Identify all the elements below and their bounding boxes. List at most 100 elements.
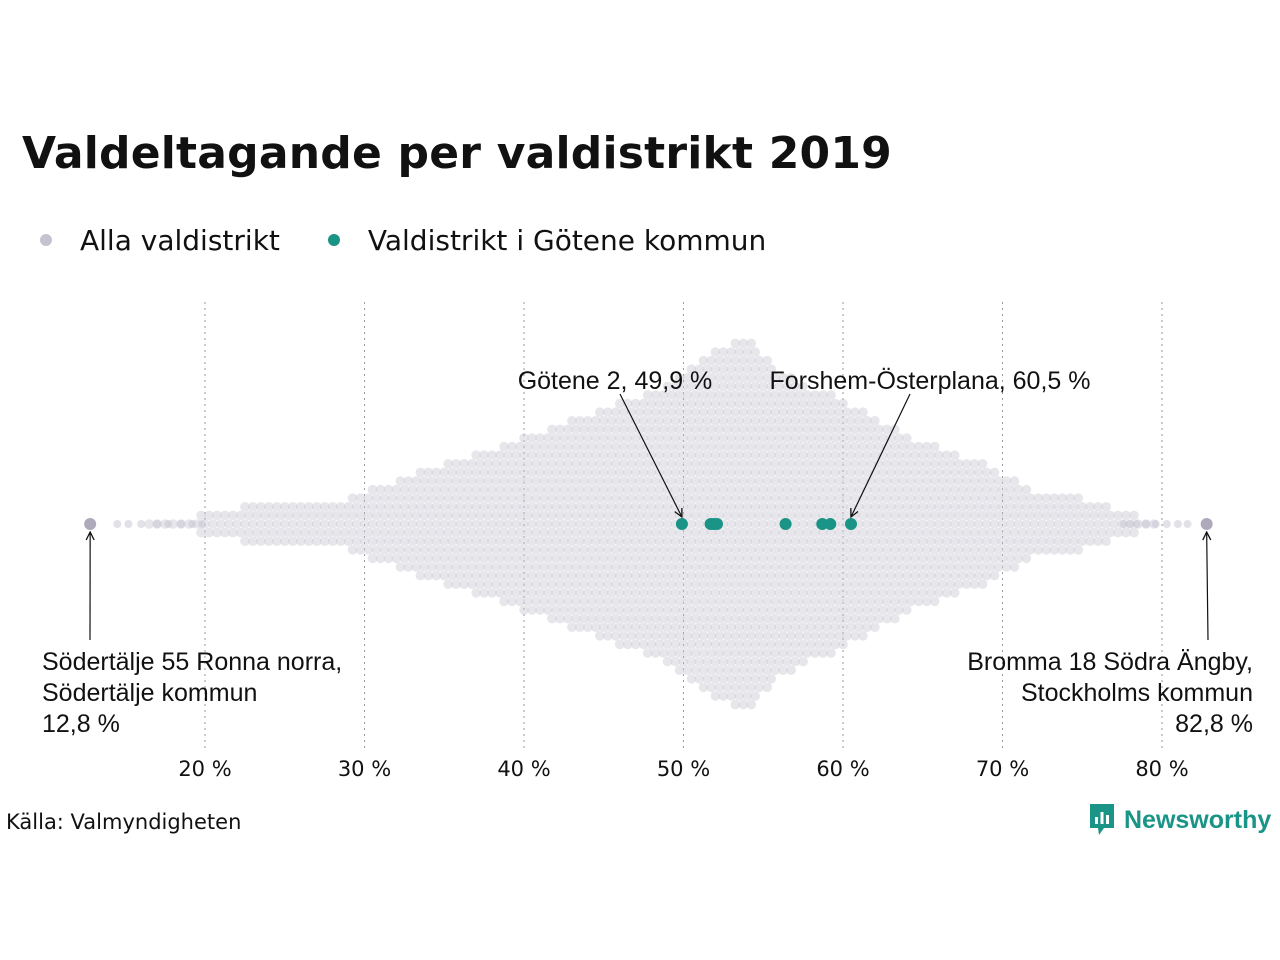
swarm-point bbox=[782, 416, 792, 426]
swarm-point bbox=[606, 484, 617, 495]
swarm-point bbox=[838, 416, 848, 426]
swarm-point bbox=[969, 545, 980, 555]
swarm-point bbox=[602, 596, 613, 607]
swarm-point bbox=[431, 536, 442, 546]
swarm-point bbox=[925, 484, 936, 495]
swarm-point bbox=[590, 433, 601, 443]
swarm-point bbox=[722, 648, 733, 658]
swarm-point bbox=[479, 450, 489, 461]
swarm-point bbox=[626, 407, 637, 418]
swarm-point bbox=[774, 502, 784, 512]
swarm-point bbox=[650, 527, 661, 538]
swarm-point bbox=[762, 459, 773, 469]
swarm-point bbox=[614, 536, 625, 546]
swarm-point bbox=[750, 605, 761, 615]
swarm-point bbox=[734, 347, 745, 357]
swarm-point bbox=[331, 527, 342, 538]
swarm-point bbox=[606, 502, 617, 512]
swarm-point bbox=[802, 562, 812, 572]
swarm-point bbox=[431, 553, 442, 564]
swarm-point bbox=[742, 433, 753, 443]
swarm-point bbox=[738, 424, 749, 435]
swarm-point bbox=[878, 433, 888, 443]
swarm-point bbox=[842, 545, 852, 555]
swarm-point bbox=[670, 588, 681, 598]
swarm-point bbox=[941, 570, 952, 581]
swarm-point bbox=[642, 527, 653, 538]
swarm-point bbox=[547, 613, 557, 624]
swarm-point bbox=[890, 596, 900, 607]
annotation-arrow bbox=[851, 393, 911, 517]
swarm-point bbox=[961, 476, 972, 486]
swarm-point bbox=[834, 493, 844, 504]
swarm-point bbox=[527, 502, 537, 512]
swarm-point bbox=[838, 467, 848, 478]
swarm-point bbox=[690, 441, 701, 452]
swarm-point bbox=[1009, 493, 1020, 504]
swarm-point bbox=[539, 562, 549, 572]
swarm-point bbox=[961, 545, 972, 555]
swarm-point bbox=[563, 545, 573, 555]
swarm-point bbox=[1005, 484, 1016, 495]
swarm-point bbox=[654, 398, 665, 409]
swarm-point bbox=[814, 467, 824, 478]
swarm-point bbox=[742, 570, 753, 581]
swarm-point bbox=[898, 459, 908, 469]
swarm-point bbox=[850, 545, 860, 555]
swarm-point bbox=[539, 510, 549, 521]
swarm-point bbox=[479, 588, 489, 598]
swarm-point bbox=[858, 545, 868, 555]
swarm-point bbox=[794, 527, 804, 538]
swarm-point bbox=[403, 493, 414, 504]
swarm-point bbox=[479, 553, 489, 564]
swarm-point bbox=[1029, 519, 1040, 529]
swarm-point bbox=[762, 562, 773, 572]
swarm-point bbox=[694, 381, 705, 392]
swarm-point bbox=[726, 656, 737, 667]
swarm-point bbox=[694, 398, 705, 409]
swarm-point bbox=[694, 605, 705, 615]
swarm-point bbox=[798, 398, 808, 409]
swarm-point bbox=[499, 562, 509, 572]
swarm-point bbox=[618, 527, 629, 538]
swarm-point bbox=[794, 407, 804, 418]
swarm-point bbox=[610, 596, 621, 607]
swarm-point bbox=[423, 484, 434, 495]
swarm-point bbox=[722, 493, 733, 504]
swarm-point bbox=[487, 536, 497, 546]
swarm-point bbox=[738, 459, 749, 469]
swarm-point bbox=[802, 631, 812, 641]
swarm-point bbox=[208, 519, 218, 529]
swarm-point bbox=[698, 476, 709, 486]
swarm-point bbox=[602, 613, 613, 624]
swarm-point bbox=[626, 596, 637, 607]
swarm-point bbox=[499, 476, 509, 486]
swarm-point bbox=[870, 605, 880, 615]
swarm-point bbox=[921, 441, 932, 452]
swarm-point bbox=[618, 545, 629, 555]
swarm-point bbox=[539, 441, 549, 452]
swarm-point bbox=[874, 424, 884, 435]
swarm-point bbox=[642, 596, 653, 607]
swarm-point bbox=[702, 450, 713, 461]
swarm-point bbox=[778, 562, 788, 572]
swarm-point bbox=[786, 665, 796, 675]
swarm-point bbox=[590, 519, 601, 529]
swarm-point bbox=[802, 493, 812, 504]
swarm-point bbox=[726, 433, 737, 443]
swarm-point bbox=[925, 519, 936, 529]
swarm-point bbox=[754, 459, 765, 469]
swarm-point bbox=[650, 441, 661, 452]
swarm-point bbox=[698, 527, 709, 538]
swarm-point bbox=[909, 588, 920, 598]
swarm-point bbox=[491, 579, 501, 589]
swarm-point bbox=[758, 398, 769, 409]
swarm-point bbox=[854, 536, 864, 546]
swarm-point bbox=[718, 605, 729, 615]
swarm-point bbox=[1017, 493, 1028, 504]
swarm-point bbox=[690, 596, 701, 607]
swarm-point bbox=[507, 545, 517, 555]
swarm-point bbox=[862, 484, 872, 495]
swarm-point bbox=[559, 570, 569, 581]
swarm-point bbox=[220, 527, 230, 538]
